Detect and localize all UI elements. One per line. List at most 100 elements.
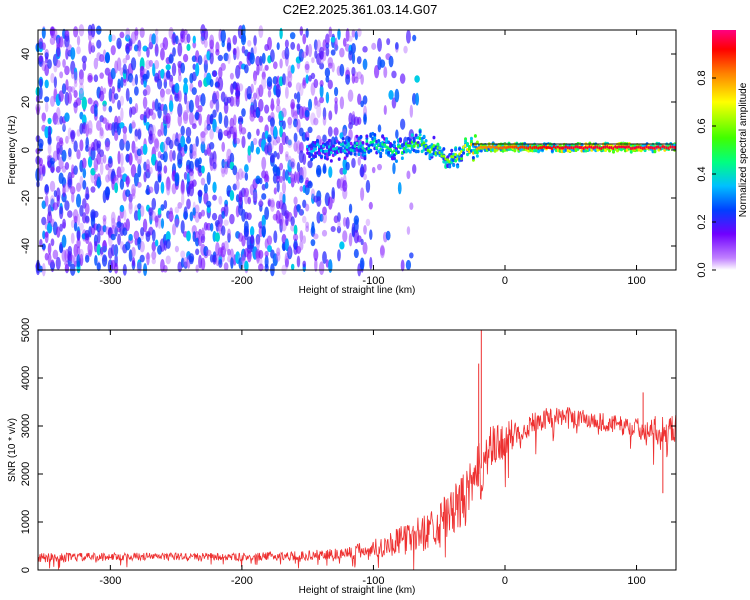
noise-blob (339, 241, 345, 250)
noise-blob (232, 47, 237, 56)
noise-blob (299, 175, 304, 184)
noise-blob (183, 206, 188, 220)
noise-blob (290, 216, 295, 227)
noise-blob (249, 226, 255, 237)
signal-halo-mark (369, 134, 373, 138)
spectrogram-ytick-label: -40 (20, 238, 32, 254)
noise-blob (223, 52, 229, 62)
noise-blob (409, 252, 414, 259)
noise-blob (220, 225, 226, 236)
noise-blob (394, 88, 400, 103)
noise-blob (81, 96, 87, 110)
noise-blob (206, 205, 211, 214)
noise-blob (351, 73, 356, 84)
noise-blob (62, 58, 66, 68)
noise-blob (102, 87, 107, 95)
noise-blob (276, 97, 281, 107)
signal-halo-mark (440, 149, 444, 154)
noise-blob (93, 164, 99, 173)
noise-blob (90, 23, 96, 38)
noise-blob (151, 124, 156, 136)
noise-blob (94, 254, 98, 266)
signal-halo-mark (450, 148, 454, 153)
signal-halo-mark (392, 153, 396, 157)
noise-blob (217, 214, 223, 228)
noise-blob (212, 118, 217, 133)
noise-blob (67, 245, 73, 256)
noise-blob (299, 185, 304, 192)
noise-blob (128, 200, 133, 210)
noise-blob (223, 115, 229, 129)
signal-halo-mark (418, 132, 422, 137)
noise-blob (198, 164, 202, 174)
signal-halo-mark (475, 154, 479, 158)
noise-blob (318, 46, 325, 60)
noise-blob (255, 178, 261, 185)
noise-blob (183, 29, 188, 36)
noise-blob (85, 215, 90, 223)
signal-halo-mark (310, 157, 314, 162)
noise-blob (235, 179, 240, 190)
noise-blob (61, 234, 67, 248)
noise-blob (99, 149, 105, 158)
signal-halo-mark (392, 140, 396, 145)
noise-blob (363, 163, 367, 173)
snr-ytick-label: 5000 (20, 318, 32, 342)
noise-blob (267, 136, 272, 143)
noise-blob (78, 87, 84, 101)
snr-ytick-label: 4000 (20, 366, 32, 390)
signal-peak-mark (329, 151, 333, 155)
noise-blob (235, 87, 240, 100)
noise-blob (180, 220, 185, 234)
noise-blob (259, 177, 263, 185)
noise-blob (325, 46, 330, 57)
signal-halo-mark (462, 151, 466, 155)
signal-halo-mark (653, 149, 657, 154)
noise-blob (369, 256, 373, 270)
noise-blob (331, 186, 335, 200)
noise-blob (42, 230, 46, 240)
noise-blob (87, 120, 93, 134)
noise-blob (339, 96, 345, 110)
noise-blob (47, 131, 52, 145)
noise-blob (163, 199, 168, 210)
noise-blob (137, 39, 142, 52)
noise-blob (229, 248, 234, 259)
noise-blob (363, 173, 367, 181)
noise-blob (261, 52, 266, 64)
noise-blob (168, 54, 174, 64)
noise-blob (385, 230, 391, 241)
snr-frame (37, 329, 677, 571)
noise-blob (383, 66, 388, 79)
noise-blob (70, 47, 76, 60)
signal-halo-mark (469, 136, 473, 141)
noise-blob (87, 242, 93, 256)
noise-blob (406, 226, 411, 235)
noise-blob (400, 259, 405, 272)
noise-blob (163, 165, 168, 174)
noise-blob (201, 165, 205, 174)
noise-blob (142, 143, 148, 155)
noise-blob (241, 208, 246, 222)
noise-blob (198, 113, 202, 126)
noise-blob (102, 117, 108, 124)
noise-blob (195, 62, 200, 77)
signal-halo-mark (442, 147, 446, 151)
noise-blob (154, 59, 160, 70)
noise-blob (345, 161, 350, 171)
noise-blob (209, 34, 215, 47)
noise-blob (252, 188, 258, 201)
noise-blob (299, 240, 304, 251)
noise-blob (117, 150, 121, 165)
noise-blob (69, 129, 76, 140)
noise-blob (237, 83, 244, 92)
noise-blob (313, 39, 318, 51)
noise-blob (316, 104, 322, 119)
noise-blob (333, 127, 339, 137)
noise-blob (337, 28, 341, 40)
noise-blob (125, 218, 130, 232)
noise-blob (276, 180, 280, 193)
noise-blob (356, 235, 362, 243)
noise-blob (82, 157, 87, 169)
noise-blob (84, 121, 90, 136)
